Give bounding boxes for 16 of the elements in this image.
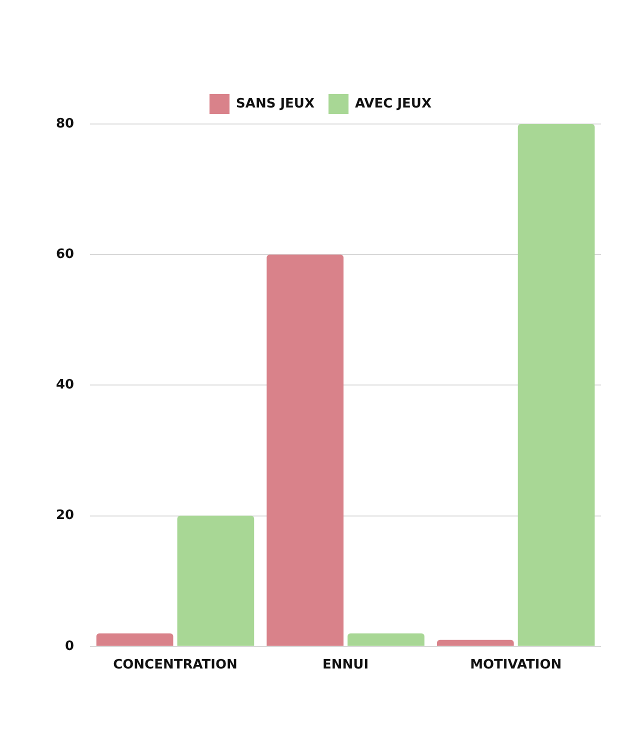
x-tick-label: CONCENTRATION (113, 658, 238, 673)
y-tick-label: 40 (56, 378, 74, 393)
bar (177, 516, 254, 646)
bar (436, 640, 514, 646)
y-tick-label: 60 (56, 246, 74, 262)
legend-label: AVEC JEUX (355, 96, 432, 112)
legend-label: SANS JEUX (236, 96, 315, 112)
y-tick-label: 80 (56, 116, 74, 132)
x-tick-label: MOTIVATION (470, 658, 562, 673)
bar (348, 633, 424, 646)
bar (518, 124, 595, 646)
y-tick-label: 0 (65, 638, 74, 654)
bar (96, 633, 174, 646)
x-tick-label: ENNUI (322, 658, 369, 673)
y-tick-label: 20 (56, 508, 74, 524)
bar (266, 254, 344, 646)
